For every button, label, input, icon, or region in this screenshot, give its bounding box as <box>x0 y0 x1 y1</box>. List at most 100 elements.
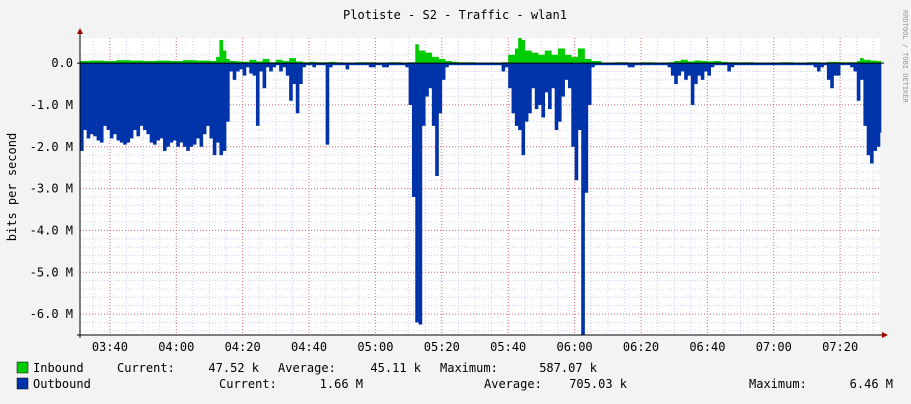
outbound-bar <box>312 63 316 68</box>
inbound-bar <box>129 60 144 64</box>
outbound-bar <box>176 63 180 147</box>
inbound-bar <box>514 48 519 64</box>
outbound-bar <box>707 63 712 76</box>
legend-outbound-swatch <box>16 377 29 390</box>
inbound-bar <box>89 60 104 64</box>
inbound-bar <box>216 56 220 64</box>
outbound-bar <box>80 63 84 151</box>
outbound-bar <box>873 63 877 151</box>
outbound-bar <box>518 63 522 131</box>
outbound-bar <box>820 63 824 68</box>
outbound-bar <box>275 63 280 66</box>
inbound-bar <box>229 61 237 64</box>
inbound-bar <box>80 61 91 64</box>
outbound-bar <box>83 63 87 131</box>
outbound-bar <box>418 63 423 325</box>
outbound-bar <box>262 63 267 89</box>
outbound-bar <box>554 63 559 131</box>
outbound-bar <box>229 63 233 72</box>
outbound-bar <box>265 63 270 68</box>
outbound-bar <box>468 63 476 66</box>
inbound-bar <box>255 61 263 64</box>
inbound-bar <box>226 58 230 64</box>
outbound-bar <box>826 63 831 80</box>
outbound-bar <box>534 63 539 110</box>
outbound-bar <box>481 63 489 66</box>
outbound-bar <box>322 63 326 66</box>
outbound-bar <box>787 63 794 66</box>
outbound-bar <box>488 63 496 66</box>
outbound-bar <box>202 63 207 135</box>
x-tick-label: 05:00 <box>357 340 393 354</box>
inbound-bar <box>860 58 864 64</box>
outbound-bar <box>823 63 828 66</box>
inbound-bar <box>880 61 882 64</box>
series-inbound <box>80 38 882 64</box>
outbound-bar <box>660 63 668 66</box>
inbound-bar <box>518 38 522 64</box>
outbound-bar <box>362 63 370 66</box>
outbound-bar <box>206 63 210 126</box>
inbound-bar <box>418 50 426 64</box>
outbound-bar <box>587 63 592 105</box>
outbound-bar <box>647 63 655 66</box>
outbound-bar <box>216 63 220 143</box>
outbound-bar <box>448 63 456 66</box>
outbound-bar <box>103 63 107 126</box>
outbound-bar <box>793 63 801 66</box>
inbound-bar <box>103 61 117 64</box>
outbound-bar <box>564 63 569 80</box>
outbound-bar <box>219 63 224 156</box>
outbound-bar <box>461 63 469 66</box>
outbound-bar <box>133 63 137 131</box>
x-tick-label: 04:40 <box>291 340 327 354</box>
outbound-bar <box>156 63 160 141</box>
outbound-bar <box>704 63 708 72</box>
outbound-bar <box>710 63 715 68</box>
outbound-bar <box>680 63 685 72</box>
outbound-bar <box>179 63 184 143</box>
y-axis-label: bits per second <box>5 133 19 241</box>
outbound-bar <box>139 63 144 126</box>
inbound-bar <box>196 60 210 64</box>
outbound-bar <box>232 63 237 80</box>
legend-outbound-maximum: 6.46 M <box>850 377 893 391</box>
outbound-bar <box>272 63 277 68</box>
outbound-bar <box>382 63 390 68</box>
outbound-bar <box>501 63 506 72</box>
outbound-bar <box>567 63 572 89</box>
legend-inbound-maximum-label: Maximum: <box>440 361 498 375</box>
outbound-bar <box>405 63 409 68</box>
inbound-bar <box>863 59 871 64</box>
outbound-bar <box>328 63 333 68</box>
inbound-bar <box>309 61 316 64</box>
inbound-bar <box>242 61 250 64</box>
x-tick-label: 06:40 <box>689 340 725 354</box>
outbound-bar <box>415 63 419 323</box>
outbound-bar <box>445 63 449 68</box>
outbound-bar <box>345 63 350 70</box>
series-group <box>80 38 882 335</box>
outbound-bar <box>123 63 127 145</box>
outbound-bar <box>375 63 383 66</box>
outbound-bar <box>421 63 426 126</box>
outbound-bar <box>574 63 579 181</box>
inbound-bar <box>538 54 546 64</box>
legend-outbound-average-label: Average: <box>484 377 542 391</box>
x-tick-label: 06:20 <box>623 340 659 354</box>
outbound-bar <box>249 63 253 74</box>
inbound-bar <box>558 48 565 64</box>
outbound-bar <box>860 63 864 80</box>
outbound-bar <box>335 63 343 66</box>
outbound-bar <box>773 63 781 66</box>
outbound-bar <box>846 63 851 66</box>
inbound-bar <box>425 52 433 64</box>
inbound-bar <box>826 61 841 64</box>
outbound-bar <box>690 63 695 105</box>
outbound-bar <box>581 63 585 335</box>
outbound-bar <box>720 63 728 66</box>
outbound-bar <box>186 63 190 151</box>
inbound-bar <box>521 40 526 64</box>
outbound-bar <box>504 63 509 68</box>
